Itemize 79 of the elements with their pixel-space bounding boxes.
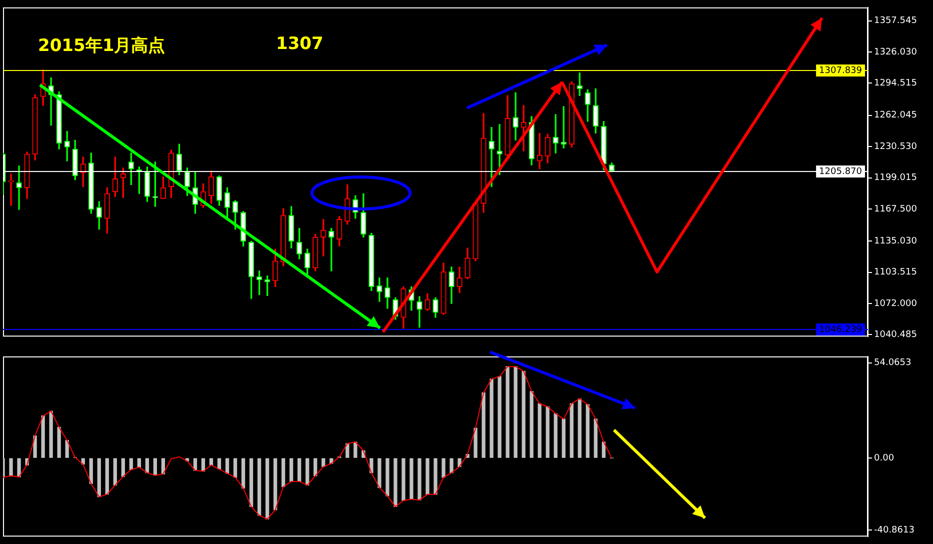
y-tick-label: 1040.485 — [874, 330, 917, 340]
y-tick-label: 54.0653 — [874, 358, 912, 368]
bar — [514, 366, 518, 458]
bar — [33, 436, 37, 458]
y-tick-label: 1103.515 — [874, 268, 917, 278]
bar — [121, 458, 125, 477]
bar — [97, 458, 101, 498]
bar — [482, 392, 486, 458]
bar — [225, 458, 230, 474]
bar — [562, 418, 566, 458]
bar — [290, 458, 294, 482]
y-tick-label: 1262.045 — [874, 110, 917, 121]
bar — [281, 458, 286, 488]
bar — [209, 458, 214, 466]
bar — [426, 458, 430, 495]
bar — [145, 458, 149, 474]
bar — [65, 440, 69, 458]
bar — [490, 378, 494, 458]
bar — [594, 418, 598, 458]
bar — [153, 458, 158, 476]
bar — [378, 458, 382, 488]
bar — [394, 458, 398, 507]
bar — [265, 458, 270, 520]
bar — [354, 442, 358, 458]
y-tick-label: 1357.545 — [874, 16, 917, 26]
bar — [41, 415, 45, 458]
bar — [442, 458, 446, 478]
bar — [249, 458, 254, 507]
bar — [137, 458, 141, 468]
y-tick-label: 1294.515 — [874, 78, 917, 89]
bar — [450, 458, 454, 474]
bar — [314, 458, 318, 476]
y-tick-label: 1135.030 — [874, 236, 918, 246]
y-tick-label: 0.00 — [874, 453, 894, 464]
bar — [410, 458, 414, 500]
ref-line-label: 1205.870 — [819, 166, 862, 177]
bar — [17, 458, 21, 478]
y-tick-label: 1326.030 — [874, 47, 918, 58]
ref-line-label: 1307.839 — [819, 66, 862, 76]
y-tick-label: 1167.500 — [874, 204, 918, 214]
bar — [578, 398, 582, 458]
annotation: 1307 — [276, 34, 324, 54]
bar — [546, 406, 550, 458]
bar — [273, 458, 278, 510]
bar — [554, 413, 558, 458]
y-tick-label: 1199.015 — [874, 173, 917, 184]
bar — [306, 458, 310, 486]
bar — [49, 410, 53, 458]
bar — [89, 458, 93, 484]
bar — [386, 458, 390, 496]
bar — [530, 390, 534, 458]
bar — [57, 426, 61, 458]
bar — [217, 458, 222, 470]
y-tick-label: -40.8613 — [874, 525, 914, 536]
bar — [506, 366, 510, 458]
bar — [522, 370, 526, 458]
bar — [298, 458, 302, 482]
candlestick — [64, 130, 70, 162]
annotation: 2015年1月高点 — [38, 35, 166, 57]
bar — [129, 458, 133, 470]
bar — [322, 458, 326, 467]
bar — [434, 458, 438, 495]
bar — [418, 458, 422, 500]
y-tick-label: 1072.000 — [874, 298, 918, 309]
bar — [105, 458, 109, 495]
bar — [474, 428, 478, 458]
ref-line-label: 1046.239 — [819, 324, 862, 335]
bar — [113, 458, 117, 486]
bar — [233, 458, 238, 478]
bar — [498, 376, 502, 458]
bar — [241, 458, 246, 488]
bar — [538, 403, 542, 458]
bar — [257, 458, 262, 516]
bar — [586, 404, 590, 458]
y-tick-label: 1230.530 — [874, 142, 918, 152]
bar — [402, 458, 406, 501]
bar — [9, 458, 13, 476]
bar — [570, 403, 574, 458]
bar — [370, 458, 374, 474]
